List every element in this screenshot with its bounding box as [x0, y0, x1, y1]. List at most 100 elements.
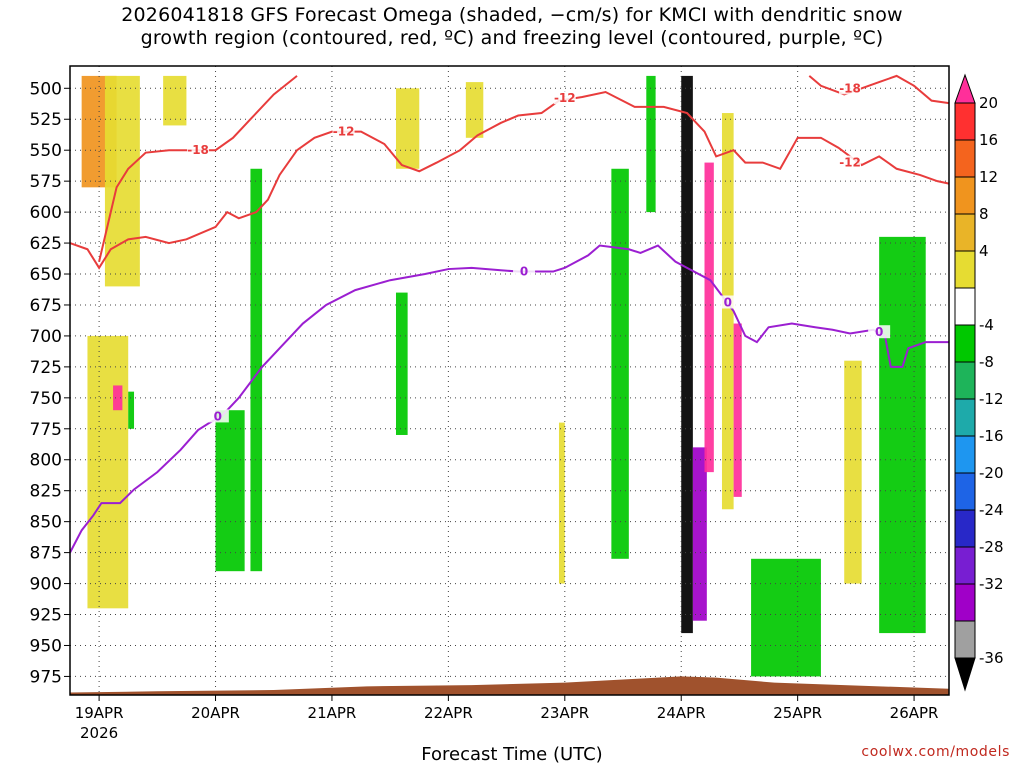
colorbar-segment: [954, 472, 976, 511]
shaded-cell: [692, 447, 707, 621]
shaded-cell: [751, 558, 821, 677]
y-tick-label: 550: [30, 141, 62, 161]
x-tick-label: 24APR: [657, 704, 706, 722]
x-tick-label: 22APR: [424, 704, 473, 722]
colorbar-segment: [954, 250, 976, 289]
shaded-cell: [113, 385, 123, 411]
contour-label: -12: [839, 156, 861, 170]
contours: 0 0 0 0 -18 -12 -12 -12 -18: [69, 74, 950, 554]
colorbar-segment: [954, 324, 976, 363]
contour-label-bg: [553, 91, 576, 105]
colorbar-segment: [954, 546, 976, 585]
credit-link[interactable]: coolwx.com/models: [861, 744, 1010, 760]
shaded-cell: [733, 323, 742, 497]
contour-label-bg: [839, 155, 862, 169]
colorbar-label: 20: [979, 94, 998, 112]
x-year-label: 2026: [80, 724, 118, 742]
x-tick-label: 25APR: [773, 704, 822, 722]
y-tick-label: 925: [30, 606, 62, 626]
y-tick-label: 950: [30, 636, 62, 656]
shaded-cell: [558, 422, 565, 584]
y-axis: 500 525 550 575 600 625 650 675 700 725 750 775 800 8…: [30, 79, 70, 687]
chart-title: 2026041818 GFS Forecast Omega (shaded, −…: [0, 4, 1024, 50]
contour-label-bg: [868, 325, 891, 339]
y-tick-label: 575: [30, 172, 62, 192]
y-tick-label: 650: [30, 265, 62, 285]
shaded-cell: [395, 88, 420, 169]
colorbar-label: -12: [979, 390, 1004, 408]
contour-line: [69, 90, 950, 270]
shaded-cell: [681, 75, 693, 634]
colorbar-label: 12: [979, 168, 998, 186]
x-tick-label: 21APR: [308, 704, 357, 722]
colorbar-label: 16: [979, 131, 998, 149]
y-tick-label: 525: [30, 110, 62, 130]
shaded-cell: [879, 236, 926, 634]
shaded-cell: [87, 335, 129, 609]
chart-title-line-2: growth region (contoured, red, ºC) and f…: [140, 27, 884, 49]
y-tick-label: 850: [30, 513, 62, 533]
shaded-cell: [721, 113, 734, 510]
y-tick-label: 975: [30, 667, 62, 687]
colorbar-segment: [954, 176, 976, 215]
contour-label-bg: [716, 295, 739, 309]
x-tick-label: 20APR: [191, 704, 240, 722]
contour-label-bg: [206, 409, 229, 423]
contour-label: 0: [724, 295, 732, 309]
colorbar-label: -32: [979, 575, 1004, 593]
terrain: [70, 676, 949, 695]
x-axis: 19APR 20APR 21APR 22APR 23APR 24APR 25APR 26APR…: [75, 695, 939, 742]
colorbar-label: -4: [979, 316, 994, 334]
shaded-cell: [128, 391, 135, 429]
shaded-cell: [250, 168, 263, 572]
y-tick-label: 675: [30, 296, 62, 316]
colorbar-segment: [954, 620, 976, 659]
colorbar-label: -24: [979, 501, 1004, 519]
shaded-cell: [704, 162, 714, 473]
contour-label: 0: [520, 265, 528, 279]
contour-label: 0: [875, 325, 883, 339]
colorbar-segment: [954, 213, 976, 252]
chart-title-line-1: 2026041818 GFS Forecast Omega (shaded, −…: [121, 4, 903, 26]
y-tick-label: 775: [30, 420, 62, 440]
y-tick-label: 500: [30, 79, 62, 99]
colorbar-label: -16: [979, 427, 1004, 445]
contour-label: -18: [187, 143, 209, 157]
contour-label-bg: [332, 124, 355, 138]
colorbar: 20 16 12 8 4 -4 -8 -12 -16 -20 -24 -28 -32 -36: [954, 73, 1004, 692]
x-tick-label: 23APR: [540, 704, 589, 722]
shaded-cell: [465, 82, 484, 138]
y-tick-label: 700: [30, 327, 62, 347]
contour-line: [98, 75, 298, 262]
shaded-cell: [646, 75, 656, 213]
colorbar-segment: [954, 361, 976, 400]
omega-shading: [81, 75, 926, 677]
x-tick-label: 19APR: [75, 704, 124, 722]
colorbar-label: 4: [979, 242, 989, 260]
shaded-cell: [844, 360, 862, 584]
contour-label-bg: [513, 264, 536, 278]
contour-label-bg: [839, 81, 862, 95]
x-axis-title: Forecast Time (UTC): [421, 744, 603, 765]
contour-label: -12: [554, 91, 576, 105]
contour-label-bg: [187, 143, 210, 157]
y-tick-label: 825: [30, 482, 62, 502]
colorbar-segment: [954, 139, 976, 178]
y-tick-label: 750: [30, 389, 62, 409]
shaded-cell: [163, 75, 187, 126]
y-tick-label: 725: [30, 358, 62, 378]
x-tick-label: 26APR: [890, 704, 939, 722]
colorbar-label: -36: [979, 649, 1004, 667]
shaded-cell: [395, 292, 408, 435]
y-tick-label: 800: [30, 451, 62, 471]
contour-line: [808, 74, 950, 105]
y-tick-label: 600: [30, 203, 62, 223]
colorbar-label: -8: [979, 353, 994, 371]
contour-label: -18: [839, 81, 861, 95]
shaded-cell: [611, 168, 629, 559]
colorbar-label: -28: [979, 538, 1004, 556]
y-tick-label: 625: [30, 234, 62, 254]
colorbar-segment: [954, 509, 976, 548]
colorbar-label: -20: [979, 464, 1004, 482]
